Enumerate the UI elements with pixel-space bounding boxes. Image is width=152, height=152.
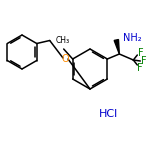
Text: F: F — [136, 63, 142, 73]
Text: F: F — [140, 56, 146, 66]
Polygon shape — [114, 40, 119, 54]
Text: NH₂: NH₂ — [123, 33, 142, 43]
Text: CH₃: CH₃ — [56, 36, 70, 45]
Text: HCl: HCl — [98, 109, 118, 119]
Text: F: F — [138, 48, 143, 58]
Text: O: O — [61, 54, 69, 64]
